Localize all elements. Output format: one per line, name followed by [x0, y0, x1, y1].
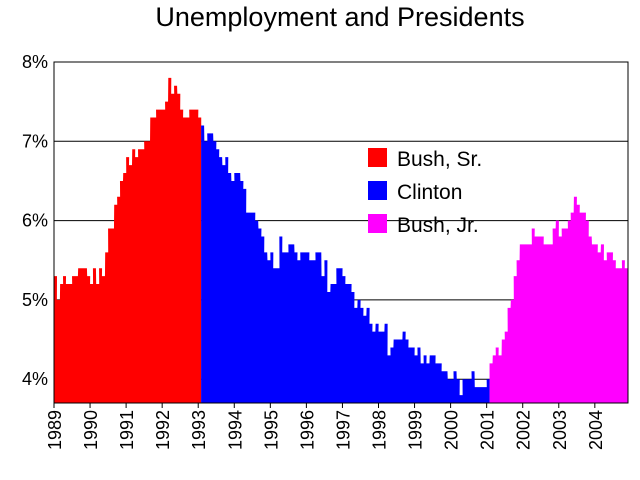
x-tick-label: 2004 — [586, 410, 606, 450]
series-area-3 — [489, 196, 628, 403]
legend-label: Clinton — [397, 181, 462, 204]
series-areas — [54, 77, 628, 404]
x-tick-labels: 1989 1990 1991 1992 1993 1994 1995 1996 1997 1998… — [45, 410, 606, 450]
x-tick-label: 1993 — [189, 410, 209, 450]
x-tick-label: 2000 — [442, 410, 462, 450]
y-tick-label: 8% — [22, 52, 48, 72]
x-tick-label: 1998 — [370, 410, 390, 450]
legend: Bush, Sr. Clinton Bush, Jr. — [368, 148, 482, 237]
x-tick-label: 1992 — [153, 410, 173, 450]
y-tick-labels: 4% 5% 6% 7% 8% — [22, 52, 48, 389]
y-tick-label: 6% — [22, 211, 48, 231]
legend-swatch — [368, 214, 387, 233]
x-tick-label: 1990 — [81, 410, 101, 450]
x-tick-label: 1991 — [117, 410, 137, 450]
legend-label: Bush, Sr. — [397, 148, 482, 171]
x-tick-label: 1999 — [406, 410, 426, 450]
x-tick-label: 2002 — [514, 410, 534, 450]
x-tick-label: 1994 — [225, 410, 245, 450]
x-tick-label: 1997 — [333, 410, 353, 450]
series-area-2 — [201, 125, 490, 403]
chart-title: Unemployment and Presidents — [155, 2, 525, 32]
x-tick-label: 2003 — [550, 410, 570, 450]
series-area-1 — [54, 77, 202, 404]
y-tick-label: 5% — [22, 290, 48, 310]
x-tick-label: 2001 — [478, 410, 498, 450]
x-tick-label: 1989 — [45, 410, 65, 450]
axes — [53, 61, 629, 408]
y-tick-label: 4% — [22, 369, 48, 389]
x-tick-label: 1995 — [261, 410, 281, 450]
legend-label: Bush, Jr. — [397, 214, 479, 237]
legend-swatch — [368, 148, 387, 167]
x-tick-label: 1996 — [297, 410, 317, 450]
y-tick-label: 7% — [22, 131, 48, 151]
plot-frame — [53, 61, 629, 404]
legend-swatch — [368, 181, 387, 200]
